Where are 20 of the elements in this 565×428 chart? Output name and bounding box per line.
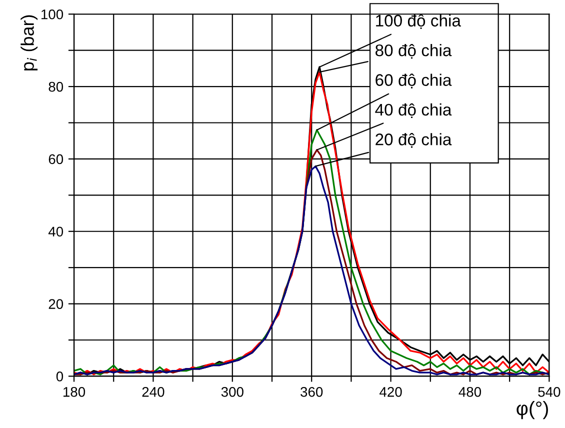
y-axis-title: p$_{i}$ (bar) <box>20 15 38 70</box>
x-tick-label: 360 <box>300 386 323 397</box>
x-tick-label: 540 <box>538 386 560 397</box>
y-tick-label: 40 <box>48 226 64 237</box>
text: 80 độ chia <box>376 44 452 59</box>
x-axis-title: φ(°) <box>516 400 548 420</box>
y-tick-label: 100 <box>41 9 64 20</box>
x-tick-label: 480 <box>458 386 482 397</box>
x-tick-label: 240 <box>142 386 164 397</box>
y-tick-label: 60 <box>48 154 64 164</box>
text: 20 độ chia <box>376 133 452 148</box>
text: 40 độ chia <box>375 103 452 118</box>
text: 100 độ chia <box>376 14 461 29</box>
y-tick-label: 0 <box>56 372 64 382</box>
x-tick-label: 180 <box>63 386 86 397</box>
y-tick-label: 80 <box>48 82 64 92</box>
x-tick-label: 300 <box>221 386 244 397</box>
y-tick-label: 20 <box>48 299 64 309</box>
x-tick-label: 420 <box>380 386 402 397</box>
text: 60 độ chia <box>376 74 452 88</box>
